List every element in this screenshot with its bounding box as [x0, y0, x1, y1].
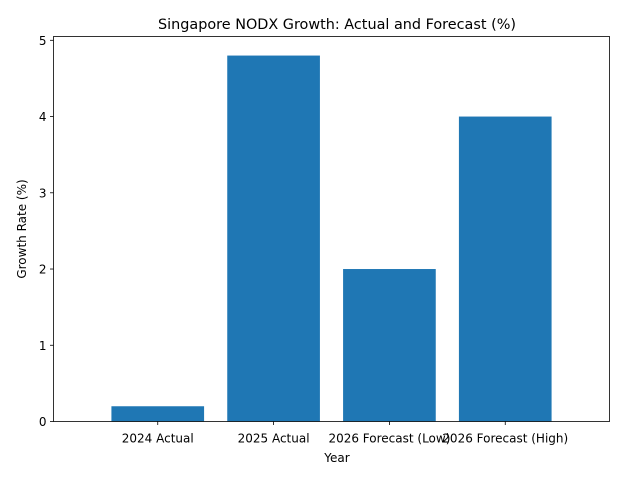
y-ticks: 0 1 2 3 4 5 [39, 34, 54, 429]
axes-layer [53, 36, 610, 422]
x-tick-label-4: 2026 Forecast (High) [442, 432, 568, 446]
chart-title: Singapore NODX Growth: Actual and Foreca… [158, 17, 516, 33]
y-tick-label-1: 1 [39, 339, 47, 353]
x-ticks: 2024 Actual 2025 Actual 2026 Forecast (Low… [122, 421, 568, 446]
y-tick-label-0: 0 [39, 415, 47, 429]
y-tick-label-3: 3 [39, 186, 47, 200]
bar-3 [343, 269, 436, 422]
x-axis-label: Year [323, 451, 349, 465]
bar-1 [111, 406, 205, 422]
bars-layer [111, 55, 552, 422]
plot-frame [53, 36, 610, 422]
y-axis-label: Growth Rate (%) [15, 179, 29, 278]
x-tick-label-3: 2026 Forecast (Low) [328, 432, 450, 446]
x-tick-label-1: 2024 Actual [122, 432, 194, 446]
bar-2 [227, 55, 320, 422]
y-tick-label-4: 4 [39, 110, 47, 124]
bar-4 [458, 116, 552, 422]
y-tick-label-2: 2 [39, 263, 47, 277]
y-tick-label-5: 5 [39, 34, 47, 48]
x-tick-label-2: 2025 Actual [238, 432, 310, 446]
